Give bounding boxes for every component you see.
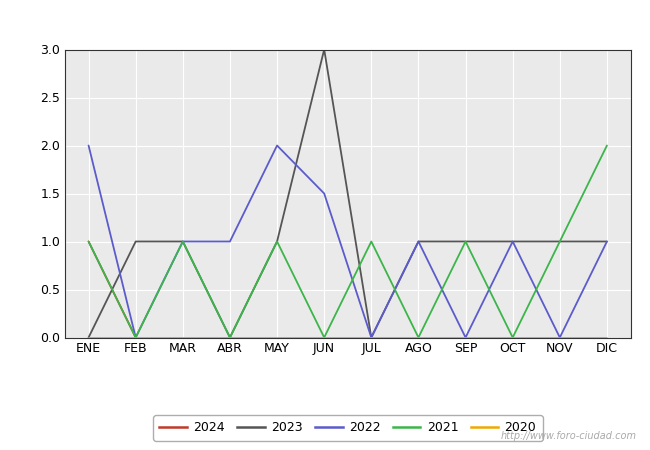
Text: http://www.foro-ciudad.com: http://www.foro-ciudad.com <box>501 431 637 441</box>
Legend: 2024, 2023, 2022, 2021, 2020: 2024, 2023, 2022, 2021, 2020 <box>153 415 543 441</box>
Text: Matriculaciones de Vehiculos en Muñana: Matriculaciones de Vehiculos en Muñana <box>156 11 494 29</box>
